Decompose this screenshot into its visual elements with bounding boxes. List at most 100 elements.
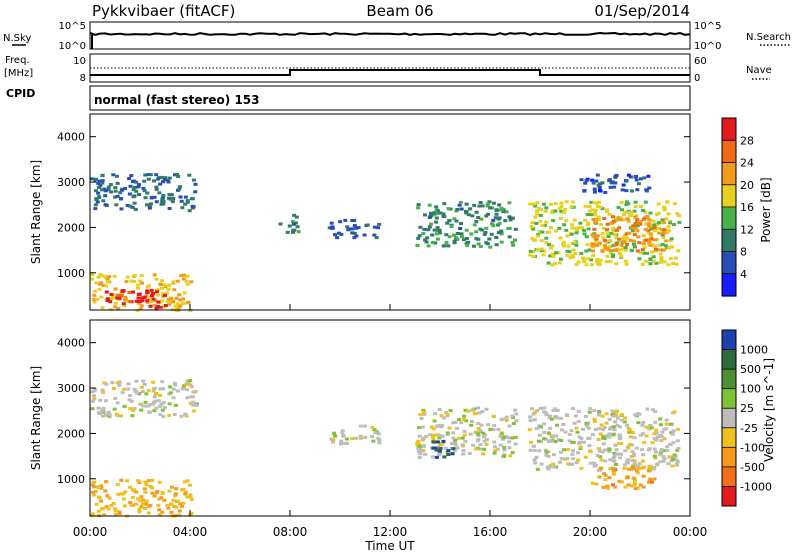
power-cell xyxy=(377,222,382,226)
velocity-cell xyxy=(658,451,663,455)
velocity-cell xyxy=(167,402,172,406)
power-cell xyxy=(641,234,646,238)
power-cell xyxy=(626,173,631,177)
velocity-cell xyxy=(139,495,144,499)
velocity-cell xyxy=(640,448,645,452)
power-cell xyxy=(116,293,121,297)
velocity-cell xyxy=(607,435,612,439)
velocity-cell xyxy=(652,454,657,458)
velocity-cell xyxy=(461,449,466,453)
power-cell xyxy=(583,181,588,185)
power-cell xyxy=(167,207,172,210)
velocity-cell xyxy=(143,400,148,404)
power-cell xyxy=(614,236,619,240)
velocity-cell xyxy=(671,455,676,459)
cpid-label: CPID xyxy=(6,87,35,100)
power-cell xyxy=(609,231,614,235)
velocity-cell xyxy=(469,420,474,423)
velocity-cell xyxy=(140,502,145,506)
power-cell xyxy=(633,215,638,219)
velocity-cell xyxy=(424,434,429,438)
power-cell xyxy=(335,236,340,240)
power-cell xyxy=(143,173,148,177)
noise-search-line xyxy=(89,31,691,37)
power-cell xyxy=(193,182,198,186)
power-cell xyxy=(100,274,104,278)
power-cell xyxy=(99,295,104,299)
velocity-cell xyxy=(144,392,149,396)
power-cell xyxy=(177,187,182,191)
velocity-cell xyxy=(363,435,368,439)
velocity-cell xyxy=(463,439,468,443)
power-cell xyxy=(582,232,587,236)
velocity-cell xyxy=(433,412,437,416)
power-cell xyxy=(674,262,679,266)
power-cell xyxy=(470,214,475,218)
power-cell xyxy=(121,302,126,306)
power-cell xyxy=(611,244,616,248)
power-cell xyxy=(136,296,141,300)
velocity-cell xyxy=(138,402,143,406)
power-cell xyxy=(151,292,155,295)
power-cell xyxy=(649,227,654,231)
power-cell xyxy=(606,235,611,238)
velocity-cell xyxy=(191,409,196,413)
power-cell xyxy=(94,177,98,181)
velocity-cell xyxy=(558,460,562,464)
power-cell xyxy=(548,202,553,206)
velocity-cell xyxy=(137,391,142,395)
velocity-cell xyxy=(157,497,162,501)
velocity-cell xyxy=(134,379,139,383)
velocity-cell xyxy=(472,411,477,415)
velocity-cell xyxy=(599,423,604,427)
velocity-cell xyxy=(94,502,99,506)
power-cell xyxy=(583,204,588,208)
velocity-cell xyxy=(491,415,496,418)
velocity-cell xyxy=(344,441,349,445)
velocity-cell xyxy=(502,453,507,457)
velocity-cell xyxy=(107,413,112,417)
power-cell xyxy=(128,204,133,208)
power-cell xyxy=(156,293,161,297)
power-cell xyxy=(491,201,496,205)
colorbar-swatch xyxy=(722,273,736,297)
velocity-cell xyxy=(138,499,143,502)
power-cell xyxy=(629,189,634,193)
velocity-cell xyxy=(551,462,556,466)
power-cell xyxy=(438,211,443,215)
velocity-cell xyxy=(137,510,142,514)
velocity-cell xyxy=(183,490,188,494)
power-cell xyxy=(122,304,127,308)
power-cell xyxy=(581,228,586,232)
velocity-cell xyxy=(549,463,553,467)
power-cell xyxy=(658,252,663,256)
velocity-cell xyxy=(185,388,189,392)
power-cell xyxy=(455,237,460,241)
power-cell xyxy=(445,221,450,225)
velocity-cell xyxy=(496,427,501,431)
power-cell xyxy=(442,202,447,206)
power-cell xyxy=(663,244,668,248)
velocity-cell xyxy=(370,435,375,438)
power-cell xyxy=(629,249,634,253)
velocity-cell xyxy=(554,423,559,427)
power-cell xyxy=(660,228,665,232)
power-cell xyxy=(365,223,370,227)
power-cell xyxy=(544,241,549,245)
power-cell xyxy=(637,219,642,223)
velocity-cell xyxy=(104,480,109,484)
velocity-cell xyxy=(135,391,140,395)
power-cell xyxy=(134,189,139,193)
power-cell xyxy=(432,211,436,215)
velocity-cell xyxy=(661,459,666,463)
power-cell xyxy=(95,200,100,204)
power-cell xyxy=(287,224,292,228)
velocity-cell xyxy=(363,424,368,428)
power-cell xyxy=(108,300,113,304)
power-cell xyxy=(537,230,542,234)
velocity-cell xyxy=(90,390,95,394)
power-cell xyxy=(592,213,597,217)
velocity-cell xyxy=(618,452,623,456)
power-cell xyxy=(501,210,506,214)
power-cell xyxy=(459,232,464,236)
